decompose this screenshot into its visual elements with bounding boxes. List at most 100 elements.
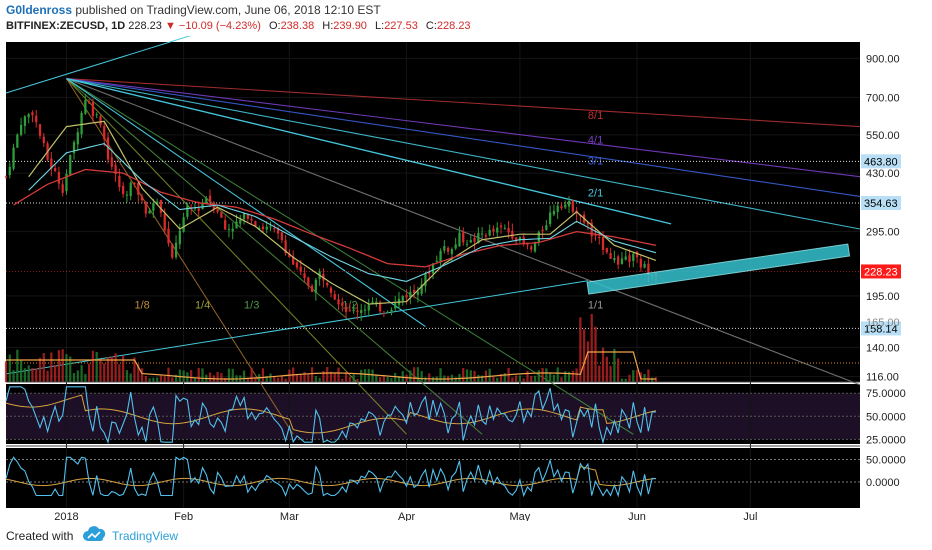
volume-bar xyxy=(356,378,359,382)
candle-body xyxy=(503,227,506,229)
candle-body xyxy=(624,256,627,260)
candle-body xyxy=(95,114,98,116)
tradingview-brand[interactable]: TradingView xyxy=(112,529,179,543)
candle-body xyxy=(620,258,624,265)
candle-body xyxy=(435,260,438,263)
candle-body xyxy=(605,248,608,253)
candle-body xyxy=(560,206,563,209)
candle-body xyxy=(545,225,548,231)
candle-body xyxy=(326,282,329,286)
volume-bar xyxy=(348,376,352,382)
candle-body xyxy=(31,112,34,116)
candle-body xyxy=(310,285,314,292)
candle-body xyxy=(480,233,484,235)
volume-bar xyxy=(598,365,601,382)
candle-body xyxy=(496,227,499,233)
candle-body xyxy=(526,244,529,246)
fan-label: 1/8 xyxy=(134,299,149,311)
low-value: 227.53 xyxy=(384,20,418,32)
volume-bar xyxy=(295,374,299,382)
candle-body xyxy=(488,229,491,236)
volume-bar xyxy=(333,373,336,382)
candle-body xyxy=(556,205,559,212)
candle-body xyxy=(190,207,193,209)
candle-body xyxy=(382,312,386,314)
volume-bar xyxy=(337,367,340,382)
volume-bar xyxy=(53,365,57,382)
candle-body xyxy=(178,230,181,245)
volume-bar xyxy=(360,369,363,382)
candle-body xyxy=(265,226,268,230)
volume-bar xyxy=(397,376,401,382)
candle-body xyxy=(258,228,261,230)
candle-body xyxy=(273,228,276,230)
candle-body xyxy=(341,302,344,306)
candle-body xyxy=(23,116,27,126)
osc-line xyxy=(5,456,656,498)
volume-bar xyxy=(87,363,91,382)
candle-body xyxy=(84,99,87,114)
volume-bar xyxy=(609,366,612,382)
fan-label: 3/1 xyxy=(588,155,603,167)
volume-bar xyxy=(318,377,321,382)
candle-body xyxy=(227,229,231,231)
candle-body xyxy=(518,237,522,241)
level-tag-label: 354.63 xyxy=(864,198,898,210)
chart-header: G0ldenross published on TradingView.com,… xyxy=(0,0,932,36)
candle-body xyxy=(522,236,525,245)
candle-body xyxy=(91,102,95,116)
candle-body xyxy=(205,197,208,204)
candle-body xyxy=(617,256,620,265)
level-tag-label: 158.14 xyxy=(864,323,898,335)
volume-bar xyxy=(541,368,544,382)
candle-body xyxy=(363,309,367,311)
candle-body xyxy=(484,235,488,237)
candle-body xyxy=(284,240,287,254)
candle-body xyxy=(57,171,61,184)
fan-line xyxy=(66,78,407,435)
volume-bar xyxy=(61,349,64,382)
candle-body xyxy=(53,168,57,172)
price-chart[interactable]: 8/14/13/12/11/11/21/31/41/8 463.80354.63… xyxy=(0,36,932,521)
candle-body xyxy=(182,217,185,232)
candle-body xyxy=(549,212,552,225)
osc-signal-line xyxy=(5,466,656,487)
last-price-label: 228.23 xyxy=(864,266,898,278)
volume-bar xyxy=(254,377,257,382)
candle-body xyxy=(148,210,151,214)
published-text: published on TradingView.com, June 06, 2… xyxy=(75,3,381,17)
candle-body xyxy=(261,226,265,230)
candle-body xyxy=(50,158,53,169)
candle-body xyxy=(76,132,79,145)
candle-body xyxy=(401,296,404,301)
candle-body xyxy=(450,249,454,255)
volume-bar xyxy=(280,375,283,382)
candle-body xyxy=(647,263,650,275)
volume-bar xyxy=(261,368,265,382)
x-tick-label: Feb xyxy=(174,511,193,521)
candle-body xyxy=(122,185,125,195)
candle-body xyxy=(235,221,238,229)
author-name[interactable]: G0ldenross xyxy=(6,3,73,17)
volume-bar xyxy=(428,373,431,382)
candle-body xyxy=(118,176,121,188)
candle-body xyxy=(360,310,363,313)
volume-bar xyxy=(367,368,370,382)
volume-bar xyxy=(401,371,404,382)
candle-body xyxy=(632,253,635,261)
candle-body xyxy=(371,301,374,305)
volume-bar xyxy=(617,358,620,382)
trend-line xyxy=(66,78,426,328)
candle-body xyxy=(299,266,302,272)
volume-bar xyxy=(269,373,272,382)
symbol-name[interactable]: BITFINEX:ZECUSD, 1D xyxy=(6,20,126,32)
candle-body xyxy=(42,136,45,144)
close-value: 228.23 xyxy=(436,20,471,32)
candle-body xyxy=(140,196,144,201)
volume-bar xyxy=(477,374,480,382)
candle-body xyxy=(375,301,378,304)
rsi-tick-label: 75.0000 xyxy=(866,388,906,400)
candle-body xyxy=(186,205,189,217)
level-tag xyxy=(861,196,901,211)
candle-body xyxy=(80,112,83,135)
